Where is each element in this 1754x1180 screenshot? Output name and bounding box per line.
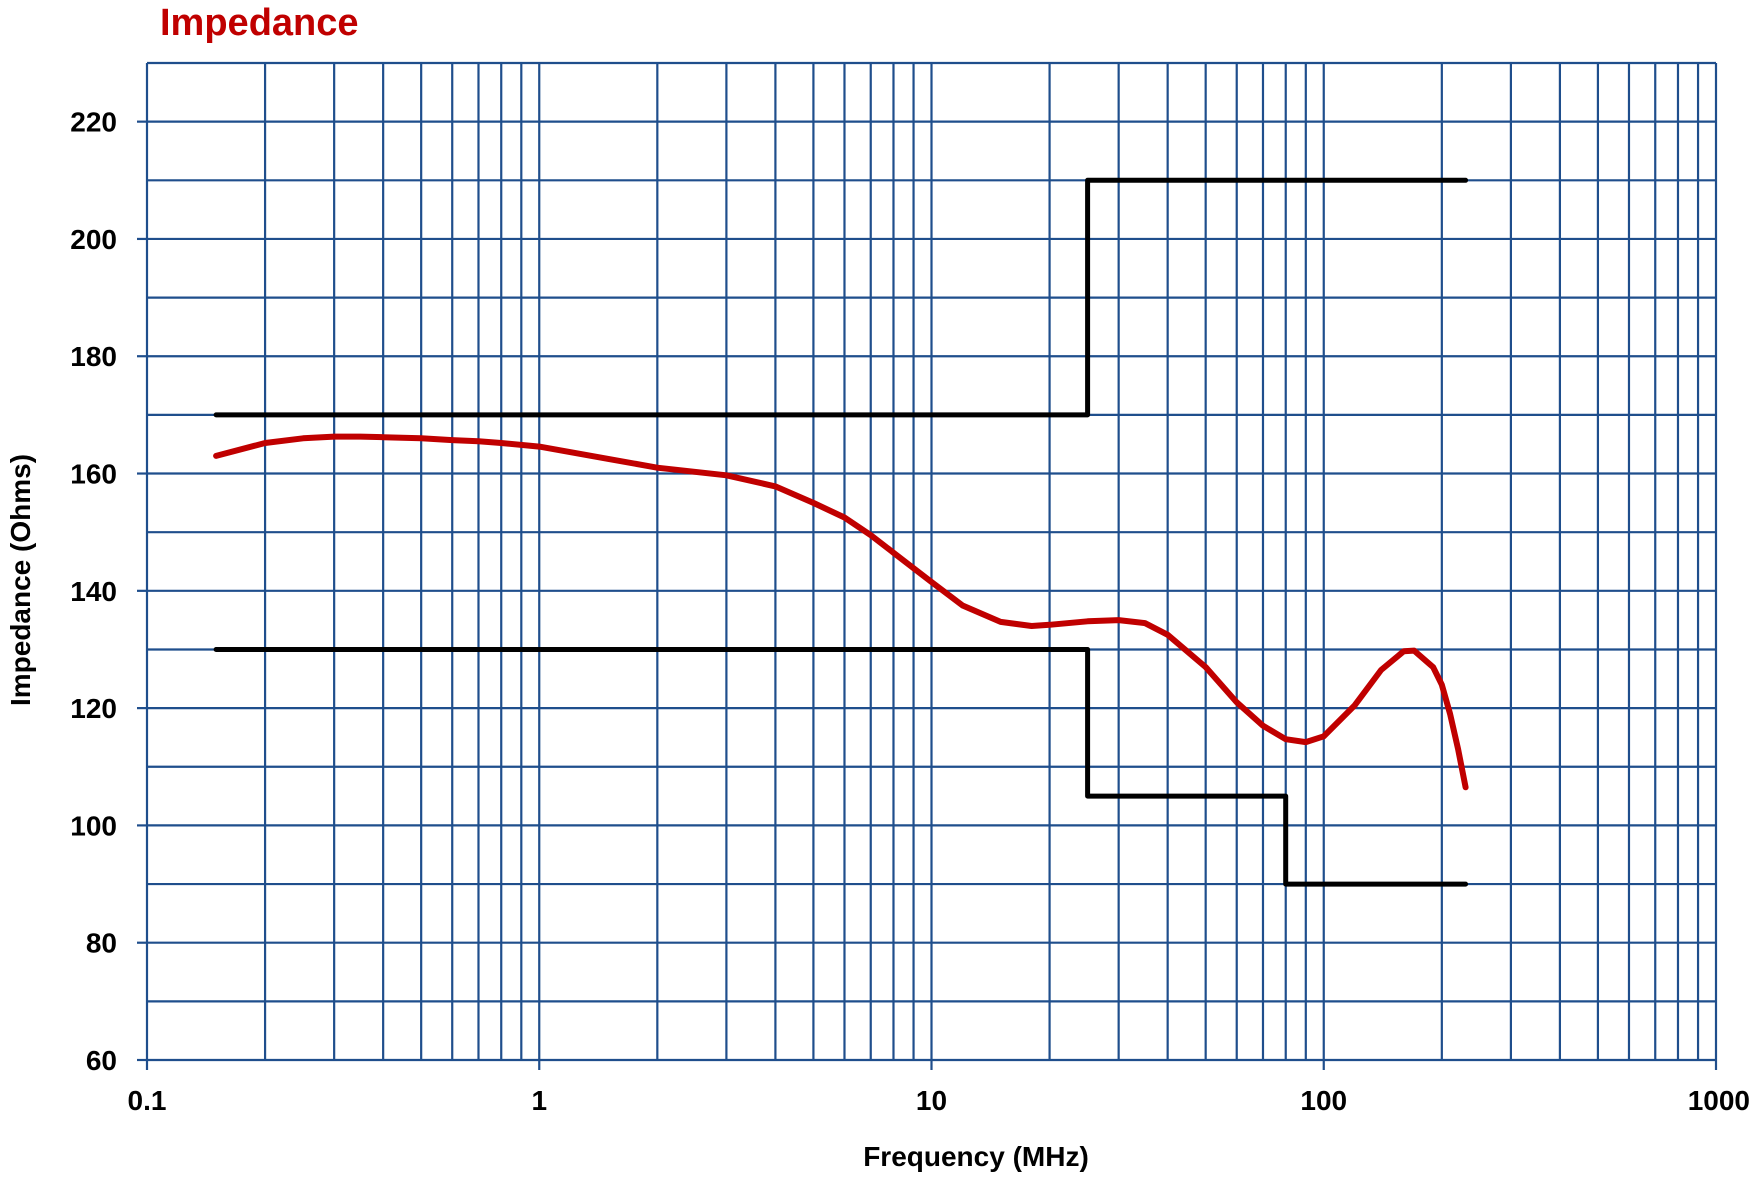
y-tick-label: 220	[70, 107, 117, 138]
y-tick-label: 60	[86, 1045, 117, 1076]
x-tick-label: 1000	[1688, 1085, 1750, 1116]
grid	[137, 61, 1718, 1070]
x-axis-title: Frequency (MHz)	[863, 1141, 1089, 1172]
y-tick-label: 160	[70, 459, 117, 490]
x-tick-label: 1	[531, 1085, 547, 1116]
chart-title: Impedance	[160, 2, 359, 44]
y-tick-label: 200	[70, 224, 117, 255]
y-axis-title: Impedance (Ohms)	[5, 454, 36, 706]
y-tick-label: 120	[70, 693, 117, 724]
x-tick-label: 10	[916, 1085, 947, 1116]
y-tick-label: 180	[70, 341, 117, 372]
y-tick-label: 80	[86, 928, 117, 959]
lower-limit-line	[213, 647, 1469, 887]
y-tick-label: 100	[70, 810, 117, 841]
limit-lines	[213, 177, 1469, 887]
measured-curve-layer	[213, 433, 1469, 791]
measured-impedance-line	[213, 433, 1469, 791]
y-tick-label: 140	[70, 576, 117, 607]
x-tick-label: 100	[1300, 1085, 1347, 1116]
x-tick-label: 0.1	[128, 1085, 167, 1116]
tick-labels: 60 80 100 120 140 160 180 200 220 0.1 1 10 100 1000	[70, 107, 1750, 1116]
upper-limit-line	[213, 177, 1469, 418]
